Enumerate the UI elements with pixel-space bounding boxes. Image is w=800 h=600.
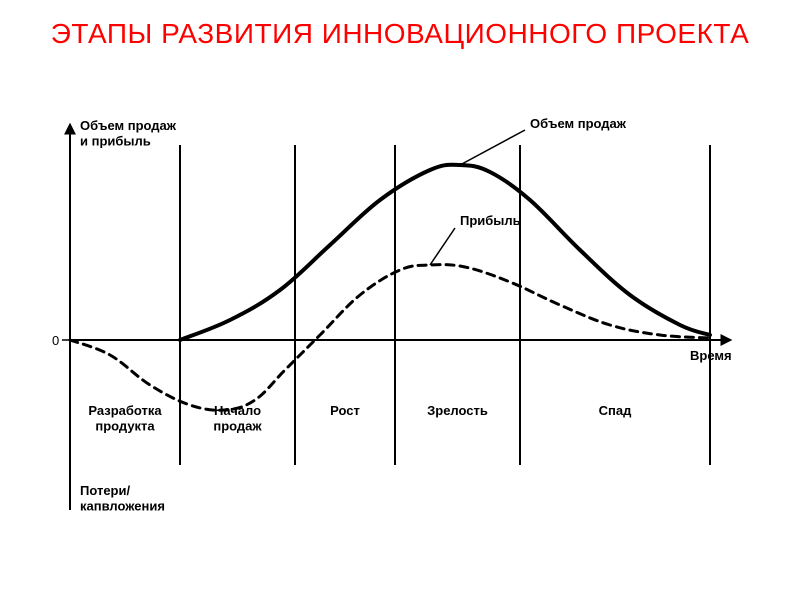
phase-label: Разработкапродукта [88,403,162,434]
lifecycle-chart: 0Объем продажи прибыльВремяПотери/капвло… [30,110,770,550]
y-bottom-label: Потери/капвложения [80,483,165,514]
y-axis-label: Объем продажи прибыль [80,118,177,149]
callout-line [460,130,525,165]
callout-label: Объем продаж [530,116,627,131]
series-Объем продаж [180,165,710,340]
phase-label: Спад [599,403,632,418]
phase-label: Зрелость [427,403,488,418]
chart-svg: 0Объем продажи прибыльВремяПотери/капвло… [30,110,770,550]
series-Прибыль [70,265,710,411]
origin-label: 0 [52,333,59,348]
phase-label: Рост [330,403,360,418]
callout-label: Прибыль [460,213,521,228]
callout-line [430,228,455,265]
page-title: ЭТАПЫ РАЗВИТИЯ ИННОВАЦИОННОГО ПРОЕКТА [0,0,800,50]
